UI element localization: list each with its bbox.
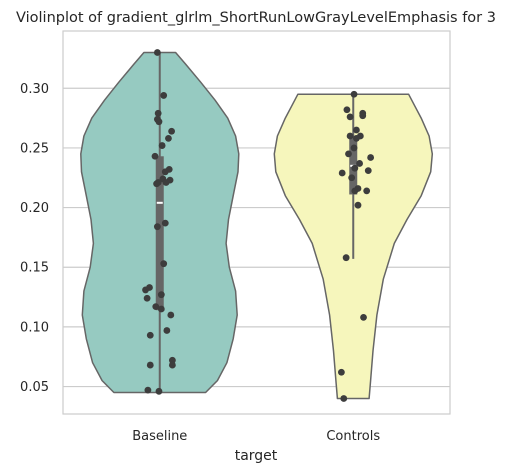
data-point [364, 167, 372, 174]
data-point [155, 387, 163, 395]
x-tick-label: Controls [326, 429, 380, 444]
x-tick-labels: Baseline Controls [132, 429, 380, 444]
data-point [351, 164, 359, 172]
iqr-box [155, 156, 164, 311]
data-point [162, 179, 170, 186]
data-point [157, 291, 165, 299]
data-point [161, 168, 169, 176]
chart-title: Violinplot of gradient_glrlm_ShortRunLow… [16, 10, 496, 26]
data-point [152, 303, 160, 311]
data-point [168, 127, 176, 135]
data-point [350, 144, 358, 152]
y-tick-label: 0.15 [20, 261, 49, 276]
data-point [343, 106, 351, 114]
data-point [160, 92, 168, 99]
x-tick-label: Baseline [132, 429, 187, 444]
data-point [161, 219, 169, 227]
data-point [346, 113, 354, 121]
data-point [353, 134, 360, 142]
strip-points [142, 49, 375, 402]
data-point [168, 356, 176, 364]
data-point [367, 154, 375, 161]
data-point [345, 150, 352, 158]
data-point [158, 142, 166, 149]
data-point [360, 313, 367, 321]
data-point [353, 126, 360, 134]
data-point [160, 260, 168, 268]
y-tick-label: 0.30 [20, 82, 49, 97]
data-point [154, 179, 162, 186]
data-point [354, 201, 362, 209]
y-tick-label: 0.20 [20, 201, 49, 216]
y-tick-label: 0.10 [20, 320, 49, 335]
data-point [346, 132, 354, 140]
data-point [165, 134, 172, 142]
data-point [167, 311, 175, 319]
data-point [146, 284, 153, 291]
data-point [153, 223, 161, 231]
data-point [351, 187, 359, 195]
x-axis-label: target [235, 448, 278, 464]
data-point [154, 109, 162, 117]
data-point [153, 49, 161, 56]
y-tick-label: 0.05 [20, 380, 49, 395]
data-point [163, 327, 171, 334]
axes-frame [62, 30, 451, 415]
data-point [338, 368, 345, 376]
data-point [340, 395, 348, 402]
data-point [342, 254, 350, 262]
data-point [157, 305, 165, 313]
y-tick-labels: 0.05 0.10 0.15 0.20 0.25 0.30 [20, 82, 49, 395]
data-point [143, 294, 151, 302]
data-point [146, 361, 154, 369]
data-point [155, 118, 163, 126]
data-point [146, 331, 154, 339]
y-tick-label: 0.25 [20, 141, 49, 156]
data-point [363, 187, 371, 195]
data-point [144, 386, 152, 394]
violins [80, 51, 434, 400]
data-point [151, 152, 159, 160]
data-point [356, 160, 363, 167]
data-point [350, 90, 358, 98]
data-point [359, 112, 367, 120]
data-point [338, 169, 346, 177]
data-point [348, 174, 356, 182]
data-point [168, 361, 176, 369]
